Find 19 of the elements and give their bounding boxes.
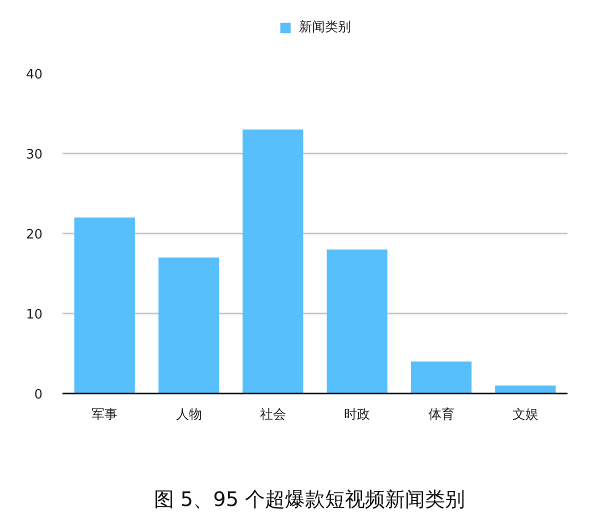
y-tick-label: 0	[34, 388, 43, 402]
bar	[495, 386, 556, 394]
legend-label: 新闻类别	[299, 19, 351, 36]
y-tick-label: 10	[26, 308, 43, 322]
y-tick-label: 30	[26, 148, 43, 162]
x-tick-label: 军事	[92, 408, 118, 422]
x-tick-label: 时政	[344, 408, 370, 422]
text: 图 5、95 个超爆款短视频新闻类别	[154, 486, 465, 513]
x-tick-label: 人物	[176, 408, 202, 422]
bar	[242, 130, 304, 394]
bar	[410, 362, 472, 394]
y-tick-label: 20	[26, 228, 43, 242]
bar	[326, 250, 388, 394]
bar	[74, 218, 135, 394]
bar	[158, 258, 220, 394]
x-tick-label: 文娱	[512, 408, 538, 422]
x-tick-label: 体育	[428, 406, 454, 422]
x-tick-label: 社会	[260, 408, 286, 422]
y-tick-label: 40	[26, 68, 43, 82]
